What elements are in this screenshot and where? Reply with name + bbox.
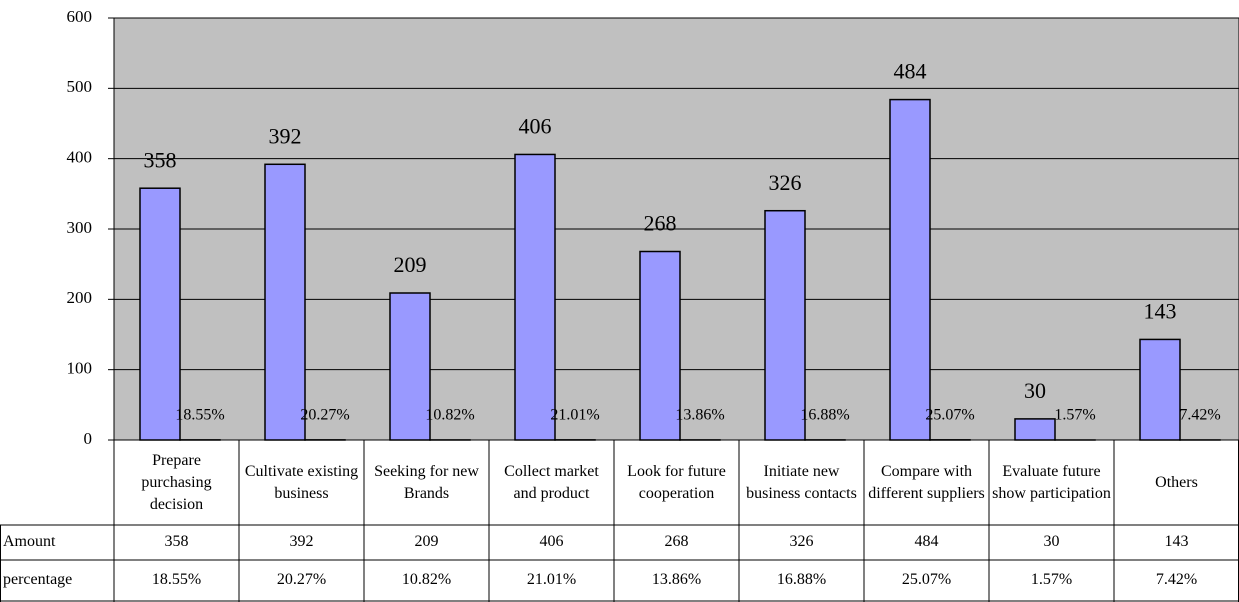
data-label: 16.88%: [800, 407, 849, 424]
table-cell: 326: [790, 533, 814, 550]
bar: [889, 98, 931, 441]
data-label: 268: [644, 211, 677, 236]
bar: [514, 153, 556, 441]
data-label: 13.86%: [675, 407, 724, 424]
category-label: Look for future cooperation: [627, 463, 726, 502]
y-tick-label: 200: [67, 288, 93, 307]
table-cell: 18.55%: [152, 571, 201, 588]
data-label: 7.42%: [1179, 407, 1220, 424]
bar: [639, 250, 681, 441]
table-cell: 358: [165, 533, 189, 550]
category-label: Compare with different suppliers: [868, 463, 985, 502]
data-label: 30: [1024, 378, 1046, 403]
y-tick-label: 400: [67, 148, 93, 167]
data-label: 326: [769, 170, 802, 195]
table-cell: 25.07%: [902, 571, 951, 588]
bar: [139, 187, 181, 441]
data-label: 209: [394, 252, 427, 277]
y-tick-label: 600: [67, 7, 93, 26]
data-label: 358: [144, 147, 177, 172]
data-label: 20.27%: [300, 407, 349, 424]
table-cell: 406: [540, 533, 564, 550]
category-label: Initiate new business contacts: [746, 463, 857, 502]
category-label: Prepare purchasing decision: [141, 452, 212, 513]
bar: [1014, 418, 1056, 441]
table-cell: 10.82%: [402, 571, 451, 588]
data-label: 18.55%: [175, 407, 224, 424]
bar: [1139, 338, 1181, 441]
table-cell: 268: [665, 533, 689, 550]
data-label: 25.07%: [925, 407, 974, 424]
table-cell: 7.42%: [1156, 571, 1197, 588]
bar: [764, 209, 806, 441]
category-label: Cultivate existing business: [244, 463, 359, 502]
data-label: 1.57%: [1054, 407, 1095, 424]
table-row-header: percentage: [3, 571, 72, 588]
data-label: 10.82%: [425, 407, 474, 424]
data-label: 392: [269, 123, 302, 148]
table-cell: 392: [290, 533, 314, 550]
y-tick-label: 0: [84, 429, 93, 448]
table-cell: 16.88%: [777, 571, 826, 588]
category-label: Evaluate future show participation: [992, 463, 1111, 502]
table-cell: 1.57%: [1031, 571, 1072, 588]
y-tick-label: 500: [67, 77, 93, 96]
table-cell: 13.86%: [652, 571, 701, 588]
category-label: Collect market and product: [504, 463, 599, 502]
y-tick-label: 100: [67, 359, 93, 378]
category-label: Seeking for new Brands: [374, 463, 479, 502]
y-tick-label: 300: [67, 218, 93, 237]
table-cell: 21.01%: [527, 571, 576, 588]
data-label: 406: [519, 113, 552, 138]
table-cell: 209: [415, 533, 439, 550]
table-cell: 30: [1044, 533, 1060, 550]
table-row-header: Amount: [3, 533, 56, 550]
data-label: 484: [894, 59, 927, 84]
data-label: 143: [1144, 298, 1177, 323]
table-cell: 484: [915, 533, 939, 550]
table-cell: 20.27%: [277, 571, 326, 588]
bar: [264, 163, 306, 441]
category-label: Others: [1155, 474, 1198, 491]
data-label: 21.01%: [550, 407, 599, 424]
table-cell: 143: [1165, 533, 1189, 550]
bar: [389, 292, 431, 441]
